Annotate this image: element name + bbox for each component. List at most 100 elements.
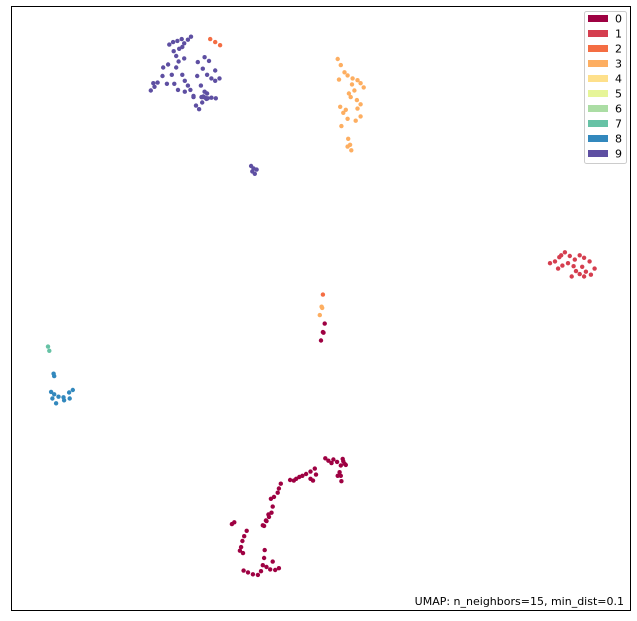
scatter-point-class-0 [338,473,343,478]
scatter-point-class-3 [319,304,324,309]
legend-label-6: 6 [615,103,622,116]
scatter-point-class-9 [151,81,156,86]
scatter-point-class-9 [175,38,180,44]
scatter-point-class-0 [339,479,344,484]
scatter-point-class-9 [209,76,214,81]
scatter-point-class-2 [217,43,223,48]
scatter-point-class-9 [170,39,176,45]
scatter-point-class-9 [182,89,187,94]
scatter-point-class-7 [45,344,51,349]
scatter-point-class-0 [276,566,282,571]
scatter-point-class-1 [588,272,594,277]
scatter-point-class-9 [179,36,184,42]
scatter-point-class-0 [275,490,280,495]
scatter-point-class-9 [185,83,191,88]
scatter-point-class-9 [174,65,179,70]
scatter-point-class-3 [345,116,350,122]
scatter-point-class-3 [358,102,363,107]
scatter-point-class-1 [587,259,592,264]
scatter-point-class-0 [260,523,265,528]
scatter-point-class-3 [349,148,354,153]
legend-label-2: 2 [615,43,622,56]
points-layer [45,34,597,578]
legend-swatch-0 [588,15,608,22]
scatter-point-class-1 [581,274,587,279]
scatter-point-class-0 [331,457,336,462]
scatter-point-class-0 [313,472,319,477]
scatter-point-class-9 [193,103,199,108]
scatter-point-class-0 [335,473,340,478]
scatter-point-class-0 [266,512,271,517]
scatter-point-class-0 [260,563,265,568]
scatter-point-class-0 [278,481,283,486]
scatter-point-class-0 [308,476,313,481]
scatter-point-class-8 [61,395,66,400]
scatter-point-class-9 [209,95,214,100]
scatter-point-class-1 [572,257,577,262]
legend-label-4: 4 [615,73,622,86]
scatter-point-class-9 [174,53,179,59]
scatter-point-class-9 [177,46,182,51]
scatter-point-class-0 [261,555,267,561]
scatter-point-class-3 [341,110,346,116]
scatter-point-class-0 [244,528,249,533]
legend-swatch-6 [588,105,608,112]
scatter-point-class-9 [198,83,204,88]
scatter-point-class-9 [206,58,212,64]
scatter-point-class-0 [276,486,282,491]
scatter-point-class-9 [155,80,160,85]
scatter-point-class-9 [254,167,259,172]
scatter-point-class-2 [208,36,213,42]
legend-label-8: 8 [615,133,622,146]
scatter-point-class-9 [182,78,187,84]
scatter-point-class-3 [361,85,366,90]
scatter-point-class-8 [56,394,61,399]
scatter-point-class-0 [322,321,327,326]
scatter-point-class-1 [573,268,579,274]
scatter-point-class-9 [169,72,174,78]
legend-swatch-4 [588,75,608,82]
scatter-point-class-0 [329,460,334,466]
scatter-point-class-0 [318,338,324,343]
scatter-point-class-9 [252,171,257,176]
legend-swatch-3 [588,60,608,67]
scatter-point-class-1 [552,259,558,264]
legend-label-3: 3 [615,58,622,71]
scatter-point-class-9 [182,56,187,61]
scatter-point-class-1 [577,271,582,277]
scatter-point-class-7 [47,348,52,353]
scatter-point-class-3 [345,144,350,149]
scatter-point-class-8 [50,396,55,401]
scatter-point-class-0 [262,547,267,553]
legend-label-0: 0 [615,13,622,26]
scatter-point-class-1 [562,250,568,255]
legend-swatch-7 [588,120,608,127]
scatter-point-class-0 [273,567,278,573]
scatter-point-class-2 [320,292,326,297]
scatter-point-class-1 [567,253,572,259]
legend-entries: 0 1 2 3 4 5 6 7 8 9 [588,13,622,161]
scatter-point-class-0 [287,477,293,483]
scatter-point-class-1 [547,261,553,266]
scatter-point-class-9 [200,100,205,105]
scatter-point-class-9 [195,59,200,65]
scatter-point-class-9 [152,84,157,90]
scatter-point-class-1 [583,269,589,274]
scatter-point-class-3 [346,91,352,96]
scatter-point-class-0 [240,538,245,544]
scatter-point-class-9 [176,59,181,64]
scatter-point-class-0 [334,459,340,465]
scatter-point-class-3 [336,77,342,82]
scatter-point-class-9 [195,73,200,79]
plot-annotation: UMAP: n_neighbors=15, min_dist=0.1 [415,595,624,608]
scatter-point-class-9 [202,55,207,60]
scatter-point-class-1 [581,255,587,260]
scatter-point-class-3 [353,118,358,123]
scatter-point-class-0 [291,478,296,483]
scatter-point-class-3 [317,312,322,318]
scatter-point-class-3 [348,94,353,100]
scatter-point-class-9 [185,37,191,42]
scatter-point-class-3 [355,78,360,83]
scatter-point-class-0 [268,567,273,572]
scatter-point-class-3 [355,106,360,111]
